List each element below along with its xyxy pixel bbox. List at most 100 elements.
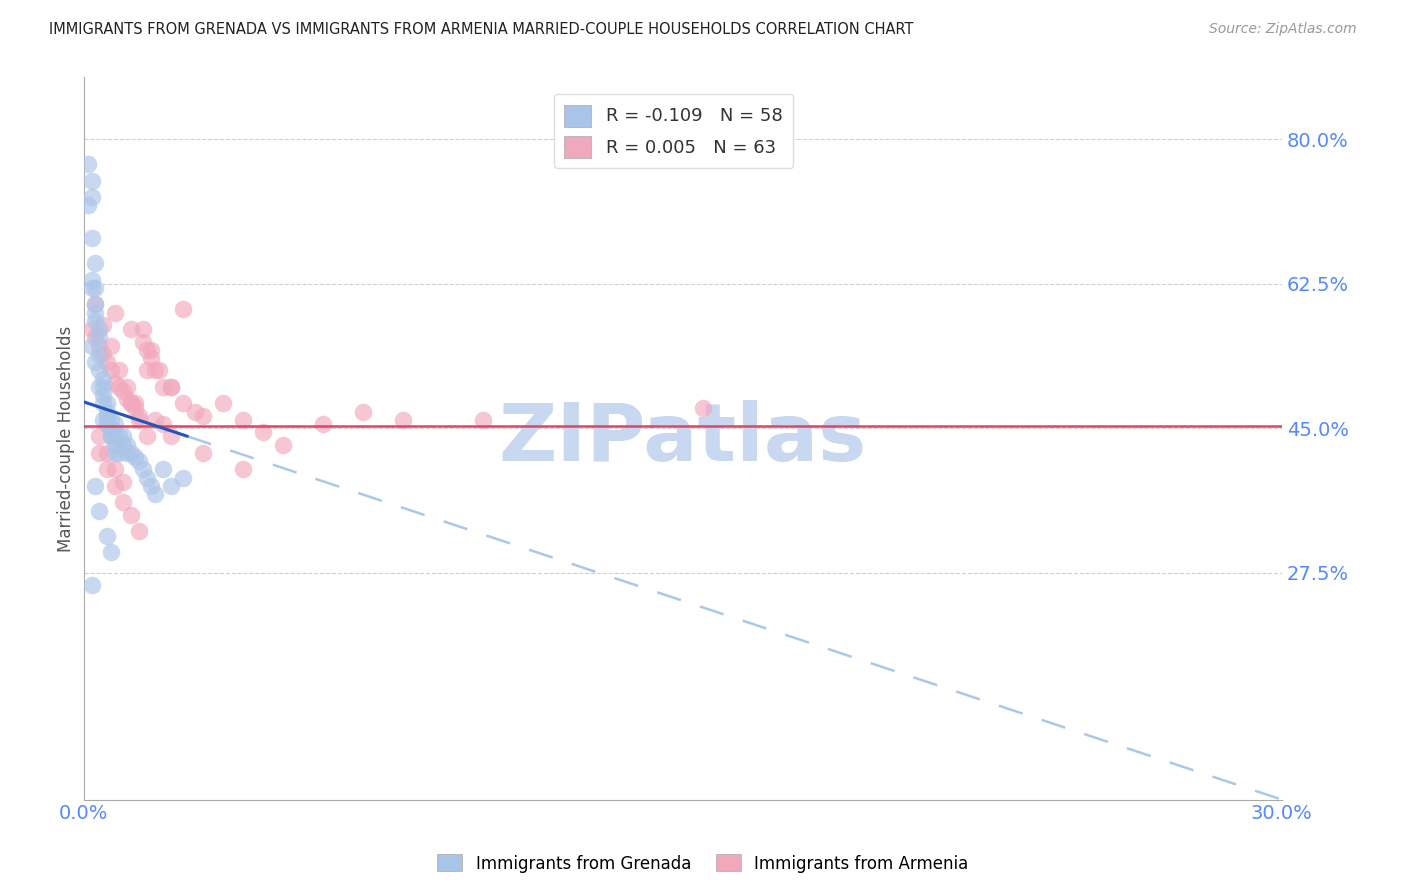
Point [96,417,118,431]
Point [132,462,155,476]
Point [160,479,183,493]
Point [132,322,155,336]
Point [112,384,135,398]
Point [212,396,235,410]
Point [84,297,107,311]
Point [104,462,127,476]
Point [148,363,170,377]
Point [160,380,183,394]
Point [89,504,111,518]
Point [271,438,294,452]
Point [100,421,122,435]
Point [96,417,118,431]
Point [124,401,146,415]
Point [100,339,122,353]
Point [160,380,183,394]
Point [89,347,111,361]
Point [145,363,167,377]
Point [352,405,374,419]
Point [120,396,142,410]
Point [160,429,183,443]
Point [80,231,103,245]
Point [93,372,115,386]
Point [120,446,142,460]
Point [108,380,131,394]
Point [172,301,194,316]
Point [232,413,254,427]
Text: Source: ZipAtlas.com: Source: ZipAtlas.com [1209,22,1357,37]
Point [93,318,115,332]
Point [392,413,415,427]
Point [100,413,122,427]
Point [84,256,107,270]
Point [84,297,107,311]
Point [145,413,167,427]
Point [141,479,163,493]
Y-axis label: Married-couple Households: Married-couple Households [58,326,75,551]
Point [84,306,107,320]
Point [117,380,139,394]
Point [112,475,135,489]
Point [252,425,274,440]
Point [232,462,254,476]
Point [104,429,127,443]
Point [120,322,142,336]
Point [96,355,118,369]
Point [193,446,215,460]
Point [84,479,107,493]
Point [100,429,122,443]
Point [120,396,142,410]
Point [96,409,118,423]
Legend: R = -0.109   N = 58, R = 0.005   N = 63: R = -0.109 N = 58, R = 0.005 N = 63 [554,94,793,169]
Point [100,363,122,377]
Point [80,273,103,287]
Point [108,446,131,460]
Point [184,405,207,419]
Point [108,429,131,443]
Point [193,409,215,423]
Point [96,462,118,476]
Point [80,281,103,295]
Point [100,429,122,443]
Point [136,363,159,377]
Point [80,339,103,353]
Point [104,438,127,452]
Point [89,330,111,344]
Point [128,413,150,427]
Point [96,528,118,542]
Point [93,380,115,394]
Point [172,396,194,410]
Point [89,322,111,336]
Point [89,429,111,443]
Point [108,363,131,377]
Point [152,380,174,394]
Point [117,392,139,407]
Point [112,438,135,452]
Point [471,413,494,427]
Point [136,429,159,443]
Point [124,450,146,464]
Point [128,409,150,423]
Point [96,396,118,410]
Point [76,157,98,171]
Point [89,380,111,394]
Point [112,429,135,443]
Point [124,396,146,410]
Point [145,487,167,501]
Point [84,281,107,295]
Point [112,495,135,509]
Legend: Immigrants from Grenada, Immigrants from Armenia: Immigrants from Grenada, Immigrants from… [430,847,976,880]
Point [128,454,150,468]
Point [132,334,155,349]
Text: IMMIGRANTS FROM GRENADA VS IMMIGRANTS FROM ARMENIA MARRIED-COUPLE HOUSEHOLDS COR: IMMIGRANTS FROM GRENADA VS IMMIGRANTS FR… [49,22,914,37]
Text: ZIPatlas: ZIPatlas [499,400,866,477]
Point [128,524,150,539]
Point [152,462,174,476]
Point [80,578,103,592]
Point [96,446,118,460]
Point [93,396,115,410]
Point [84,314,107,328]
Point [117,438,139,452]
Point [96,405,118,419]
Point [84,330,107,344]
